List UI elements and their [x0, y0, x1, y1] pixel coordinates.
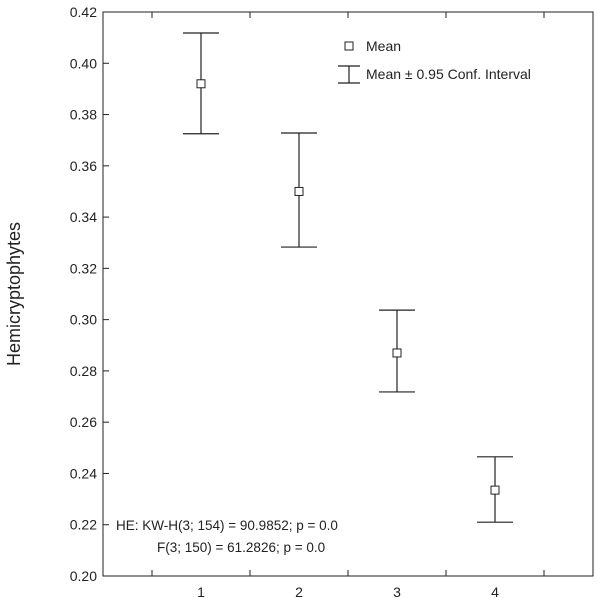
error-bar	[183, 32, 219, 135]
y-tick-label: 0.22	[70, 517, 97, 533]
stat-annotation-kw: HE: KW-H(3; 154) = 90.9852; p = 0.0	[116, 518, 338, 533]
y-tick-label: 0.38	[70, 107, 97, 123]
x-tick-label: 1	[197, 584, 205, 598]
x-axis: 1 2 3 4	[151, 12, 545, 598]
y-tick-label: 0.26	[70, 414, 97, 430]
x-tick-label: 4	[491, 584, 499, 598]
error-bar	[281, 132, 317, 248]
legend: Mean Mean ± 0.95 Conf. Interval	[338, 38, 531, 84]
y-tick-label: 0.20	[70, 568, 97, 584]
x-tick-label: 2	[295, 584, 303, 598]
x-tick-label: 3	[393, 584, 401, 598]
legend-interval-marker	[338, 65, 360, 84]
mean-point	[392, 348, 402, 358]
legend-mean-label: Mean	[366, 38, 401, 54]
y-tick-label: 0.30	[70, 312, 97, 328]
y-tick-label: 0.42	[70, 4, 97, 20]
y-axis: 0.20 0.22 0.24 0.26 0.28 0.30 0.32 0.34 0.36 0.38…	[70, 4, 109, 584]
y-tick-label: 0.32	[70, 260, 97, 276]
legend-mean-marker	[344, 41, 354, 51]
y-tick-label: 0.28	[70, 363, 97, 379]
error-bar	[379, 309, 415, 393]
mean-point	[294, 186, 304, 196]
y-tick-label: 0.40	[70, 55, 97, 71]
error-bar	[477, 456, 513, 523]
chart-marks	[183, 32, 513, 523]
stat-annotation-f: F(3; 150) = 61.2826; p = 0.0	[157, 540, 325, 555]
legend-interval-label: Mean ± 0.95 Conf. Interval	[366, 66, 531, 82]
mean-point	[490, 485, 500, 495]
y-tick-label: 0.36	[70, 158, 97, 174]
plot-frame	[102, 11, 594, 577]
mean-point	[196, 79, 206, 89]
y-axis-label: Hemicryptophytes	[4, 222, 24, 366]
y-tick-label: 0.34	[70, 209, 97, 225]
y-tick-label: 0.24	[70, 465, 97, 481]
